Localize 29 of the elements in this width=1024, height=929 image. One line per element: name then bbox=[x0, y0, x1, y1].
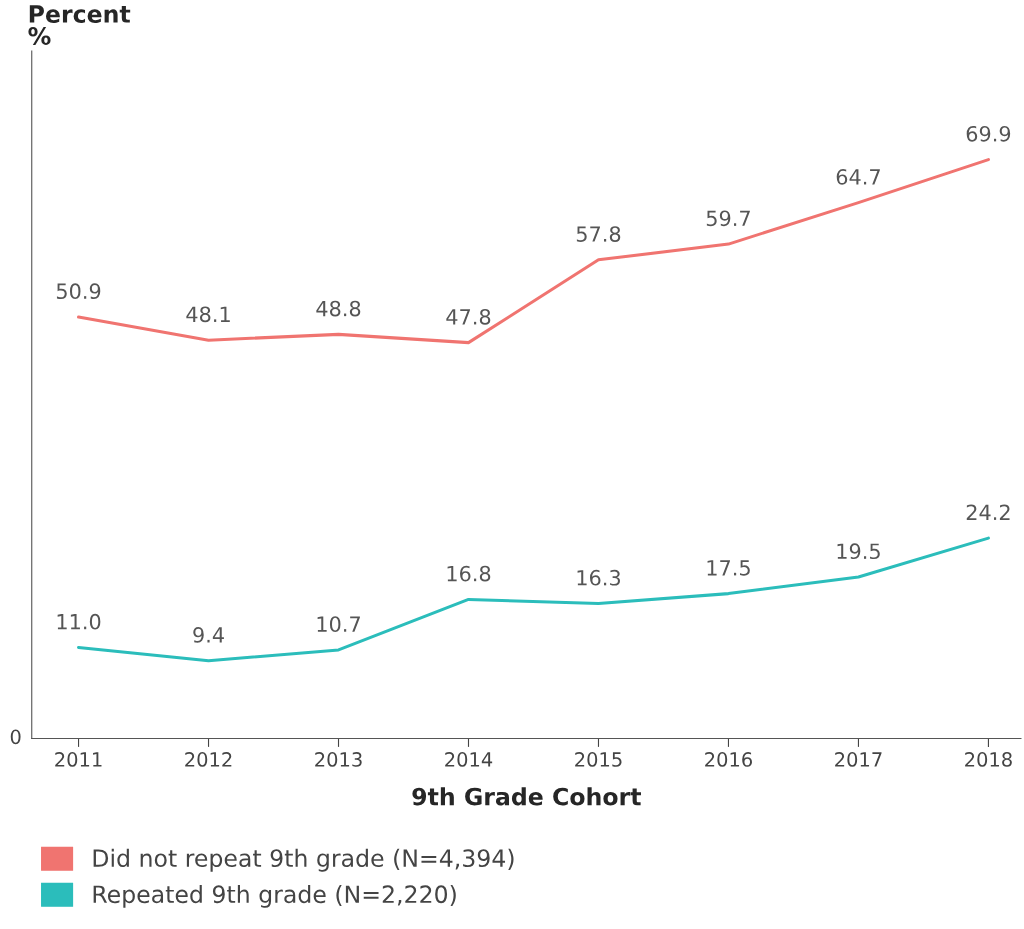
data-label: 47.8 bbox=[446, 308, 491, 325]
legend-label: Repeated 9th grade (N=2,220) bbox=[93, 884, 456, 908]
data-label: 10.7 bbox=[317, 616, 360, 633]
data-label: 16.3 bbox=[577, 569, 620, 586]
data-label: 19.5 bbox=[837, 543, 880, 560]
data-label: 57.8 bbox=[576, 226, 621, 242]
data-label: 17.5 bbox=[707, 560, 750, 576]
data-label: 11.0 bbox=[57, 613, 101, 630]
legend-label: Did not repeat 9th grade (N=4,394) bbox=[93, 848, 514, 872]
data-label: 69.9 bbox=[966, 125, 1011, 142]
data-label: 9.4 bbox=[193, 627, 224, 643]
data-label: 48.1 bbox=[186, 306, 230, 323]
x-axis-title: 9th Grade Cohort bbox=[412, 787, 641, 806]
x-tick-label: 2014 bbox=[445, 752, 493, 767]
x-tick-label: 2012 bbox=[185, 752, 232, 767]
data-label: 24.2 bbox=[966, 504, 1010, 520]
data-label: 50.9 bbox=[56, 283, 101, 300]
x-tick-label: 2011 bbox=[55, 752, 102, 767]
x-tick-label: 2017 bbox=[835, 752, 882, 767]
y-axis-title: Percent % bbox=[28, 5, 131, 45]
data-label: 48.8 bbox=[316, 300, 361, 317]
data-label: 16.8 bbox=[447, 565, 491, 582]
x-tick-label: 2016 bbox=[705, 752, 752, 767]
x-tick-label: 2013 bbox=[315, 752, 362, 767]
text: 0 bbox=[10, 729, 21, 745]
x-tick-label: 2015 bbox=[575, 752, 622, 767]
data-label: 59.7 bbox=[706, 210, 750, 227]
data-label: 64.7 bbox=[836, 168, 880, 185]
x-tick-label: 2018 bbox=[965, 752, 1012, 767]
